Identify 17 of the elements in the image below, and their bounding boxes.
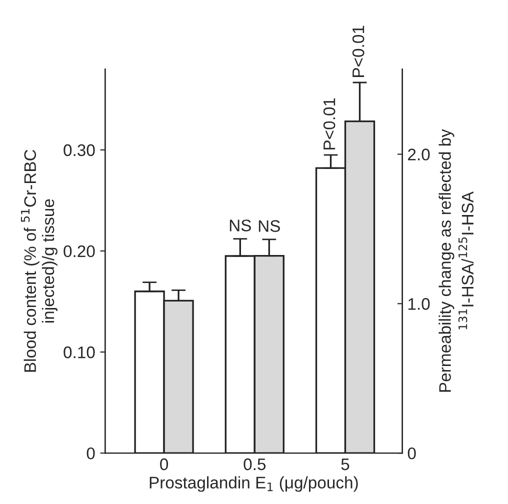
y-tick-label: 0 [86,447,95,460]
y2-tick-label: 0 [408,447,416,460]
x-tick-label: 5 [341,458,350,470]
x-tick-label: 0.5 [244,458,266,470]
data-label: NS [230,220,251,232]
data-label: P<0.01 [352,26,364,77]
y2-axis-title: Permeability change as reflected by $^{131}$I-HSA/$^{125}$I-HSA [438,129,474,392]
y2-tick-label: 1.0 [408,298,430,310]
x-axis-title: Prostaglandin E$_{1}$ (μg/pouch) [150,476,358,492]
x-tick-label: 0 [160,458,168,470]
y-tick-label: 0.20 [64,245,95,258]
data-label: P<0.01 [323,98,336,150]
y-tick-label: 0.10 [64,346,95,358]
y2-tick-label: 2.0 [408,148,430,160]
y-tick-label: 0.30 [64,144,95,156]
data-label: NS [258,220,280,232]
y-axis-title: Blood content (% of $^{51}$Cr-RBC injected)/g tissue [20,150,58,372]
